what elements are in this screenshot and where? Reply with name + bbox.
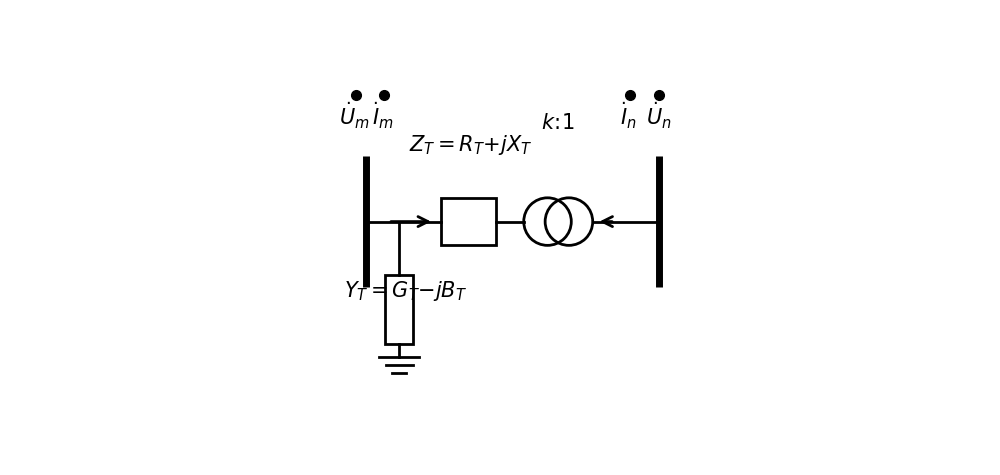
Text: $k\!:\!1$: $k\!:\!1$ (541, 113, 575, 133)
Bar (441, 198, 496, 246)
Text: $\dot{I}_m$: $\dot{I}_m$ (372, 100, 393, 131)
Text: $Z_T{=}R_T{+}jX_T$: $Z_T{=}R_T{+}jX_T$ (409, 133, 532, 157)
Text: $Y_T{=}G_T{-}jB_T$: $Y_T{=}G_T{-}jB_T$ (344, 279, 467, 303)
Bar (385, 275, 413, 344)
Text: $\dot{U}_n$: $\dot{U}_n$ (646, 100, 672, 131)
Text: $\dot{U}_m$: $\dot{U}_m$ (339, 100, 370, 131)
Text: $\dot{I}_n$: $\dot{I}_n$ (620, 100, 637, 131)
